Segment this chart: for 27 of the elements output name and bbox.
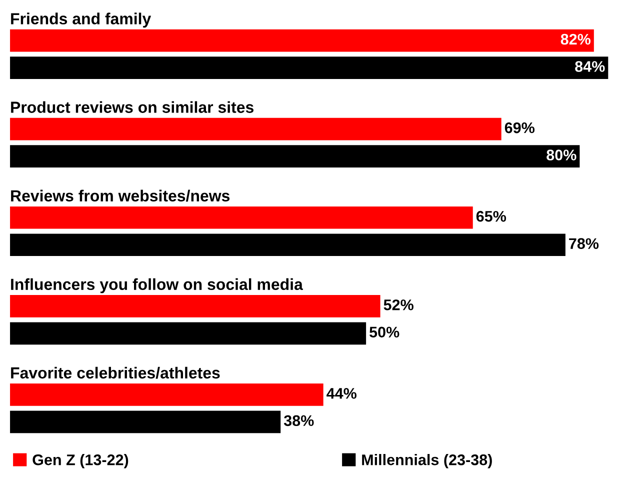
data-label: 78% [569, 238, 599, 249]
bar [10, 145, 580, 168]
bar [10, 410, 281, 434]
data-label: 80% [546, 150, 576, 160]
y-tick-label: Reviews from websites/news [11, 190, 230, 202]
legend-label: Millennials (23-38) [362, 454, 492, 468]
data-label: 65% [476, 210, 506, 222]
bar [10, 118, 502, 140]
bar [10, 295, 380, 318]
data-label: 44% [326, 388, 356, 399]
data-label: 52% [384, 299, 414, 310]
y-tick-label: Influencers you follow on social media [11, 278, 303, 294]
bar [10, 322, 366, 345]
legend-label: Gen Z (13-22) [32, 454, 128, 468]
y-tick-label: Friends and family [11, 12, 152, 28]
y-tick-label: Favorite celebrities/athletes [11, 366, 220, 379]
bar [10, 29, 594, 52]
data-label: 69% [504, 122, 535, 134]
data-label: 50% [370, 326, 400, 338]
bar [10, 206, 473, 229]
bar [10, 56, 608, 79]
bar [10, 234, 566, 256]
data-label: 84% [575, 61, 605, 72]
y-tick-label: Product reviews on similar sites [11, 101, 254, 113]
data-label: 82% [560, 34, 591, 45]
bar [10, 384, 324, 406]
data-label: 38% [284, 415, 314, 426]
